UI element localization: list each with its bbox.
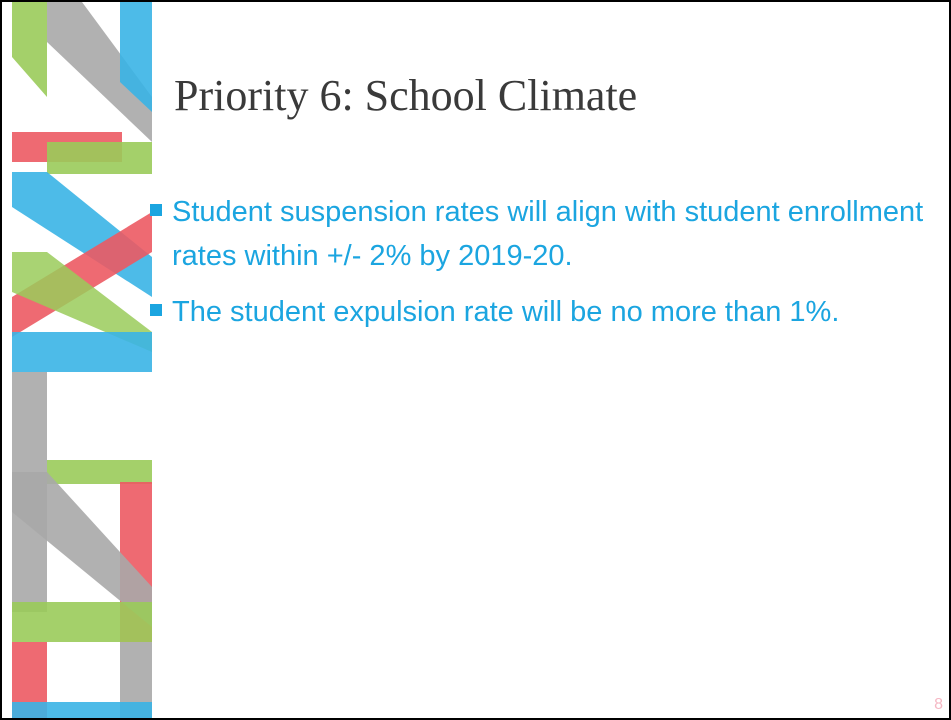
slide: Priority 6: School Climate Student suspe… xyxy=(0,0,951,720)
ribbon-decoration xyxy=(2,2,157,718)
bullet: The student expulsion rate will be no mo… xyxy=(150,290,925,334)
bullet-list: Student suspension rates will align with… xyxy=(150,190,925,346)
bullet: Student suspension rates will align with… xyxy=(150,190,925,278)
page-number: 8 xyxy=(934,696,943,714)
slide-title: Priority 6: School Climate xyxy=(174,70,637,121)
